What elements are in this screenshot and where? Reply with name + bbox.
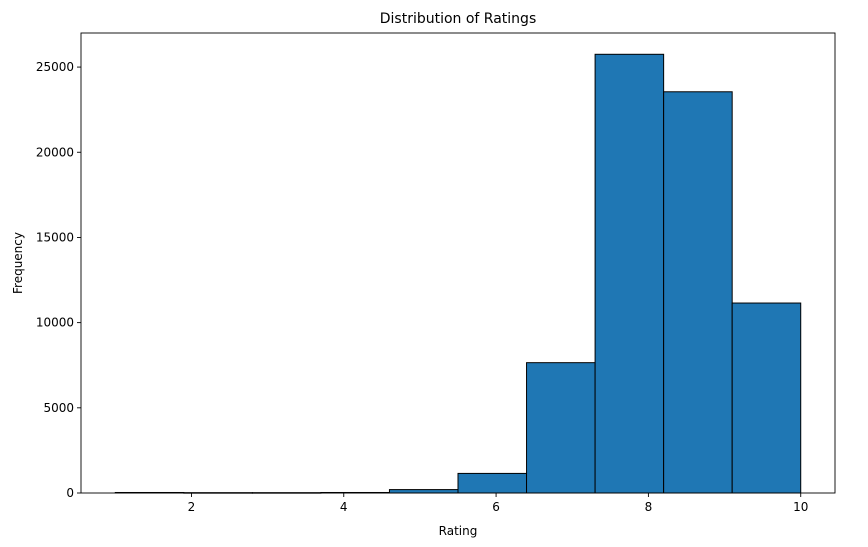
plot-frame	[80, 32, 836, 494]
y-tick-label: 25000	[36, 60, 74, 74]
x-tick-label: 4	[340, 500, 348, 514]
histogram-bar	[457, 472, 528, 494]
histogram-bar	[594, 53, 665, 494]
y-tick-label: 20000	[36, 145, 74, 159]
bars-group	[114, 53, 802, 494]
y-tick-label: 0	[66, 486, 74, 500]
x-tick-label: 6	[492, 500, 500, 514]
x-tick-label: 2	[188, 500, 196, 514]
x-tick-label: 10	[793, 500, 808, 514]
y-axis-label: Frequency	[11, 232, 25, 294]
histogram-bar	[388, 489, 459, 494]
histogram-bar	[731, 302, 802, 494]
x-axis-label: Rating	[439, 524, 478, 538]
chart-title: Distribution of Ratings	[380, 11, 537, 27]
y-tick-label: 15000	[36, 230, 74, 244]
y-tick-label: 5000	[43, 401, 74, 415]
histogram-bar	[663, 91, 733, 494]
y-tick-label: 10000	[36, 316, 74, 330]
x-ticks: 2 4 6 8 10	[188, 493, 808, 514]
x-tick-label: 8	[645, 500, 653, 514]
histogram-bar	[526, 362, 596, 494]
y-ticks: 0 5000 10000 15000 20000 25000	[36, 60, 81, 500]
